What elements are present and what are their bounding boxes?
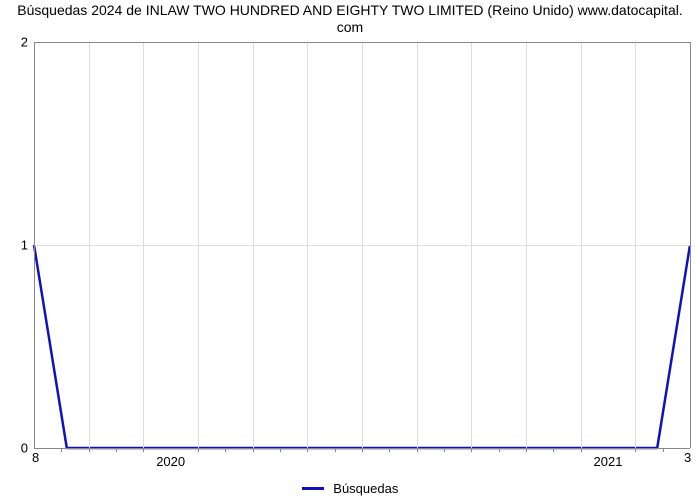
x-minor-tick	[499, 448, 500, 452]
corner-label-bottom-right: 3	[684, 450, 691, 465]
x-minor-tick	[389, 448, 390, 452]
legend-label: Búsquedas	[333, 481, 398, 496]
x-minor-tick	[253, 448, 254, 452]
x-minor-tick	[143, 448, 144, 452]
grid-line-horizontal	[34, 245, 690, 246]
x-minor-tick	[225, 448, 226, 452]
x-minor-tick	[471, 448, 472, 452]
x-minor-tick	[61, 448, 62, 452]
y-tick-label: 2	[21, 35, 28, 50]
chart-container: Búsquedas 2024 de INLAW TWO HUNDRED AND …	[0, 0, 700, 500]
x-minor-tick	[663, 448, 664, 452]
x-minor-tick	[89, 448, 90, 452]
y-tick-label: 0	[21, 441, 28, 456]
corner-label-bottom-left: 8	[32, 450, 39, 465]
chart-title-line2: com	[0, 19, 700, 36]
x-minor-tick	[635, 448, 636, 452]
x-minor-tick	[444, 448, 445, 452]
x-tick-label: 2021	[594, 454, 623, 469]
legend: Búsquedas	[0, 480, 700, 496]
chart-title-line1: Búsquedas 2024 de INLAW TWO HUNDRED AND …	[0, 2, 700, 19]
axis-border-right	[690, 42, 691, 448]
x-minor-tick	[417, 448, 418, 452]
x-minor-tick	[335, 448, 336, 452]
plot-area: 01220202021	[34, 42, 690, 448]
legend-swatch	[302, 487, 324, 490]
x-minor-tick	[307, 448, 308, 452]
x-minor-tick	[553, 448, 554, 452]
y-tick-label: 1	[21, 238, 28, 253]
x-minor-tick	[362, 448, 363, 452]
x-minor-tick	[526, 448, 527, 452]
x-minor-tick	[116, 448, 117, 452]
chart-title: Búsquedas 2024 de INLAW TWO HUNDRED AND …	[0, 2, 700, 36]
x-minor-tick	[581, 448, 582, 452]
x-minor-tick	[198, 448, 199, 452]
axis-border-left	[34, 42, 35, 448]
x-tick-label: 2020	[156, 454, 185, 469]
axis-border-top	[34, 42, 690, 43]
x-minor-tick	[280, 448, 281, 452]
